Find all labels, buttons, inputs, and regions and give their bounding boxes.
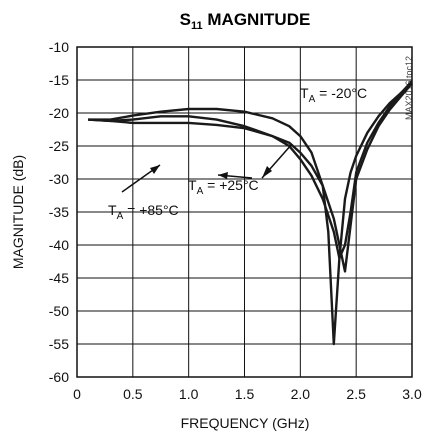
- x-tick-label: 2.5: [346, 386, 366, 402]
- grid: [77, 47, 412, 377]
- x-tick-label: 1.0: [179, 386, 199, 402]
- y-tick-label: -10: [49, 39, 69, 55]
- y-tick-label: -55: [49, 336, 69, 352]
- y-tick-label: -50: [49, 303, 69, 319]
- x-tick-label: 0: [73, 386, 81, 402]
- x-tick-label: 3.0: [402, 386, 422, 402]
- annotation-minus20: TA = -20°C: [300, 85, 367, 105]
- plot-frame: [76, 46, 413, 378]
- annotation-arrowhead-plus25: [218, 172, 228, 179]
- data-series: [88, 80, 413, 346]
- x-tick-labels: 0 0.5 1.0 1.5 2.0 2.5 3.0: [73, 386, 422, 402]
- y-tick-label: -35: [49, 204, 69, 220]
- y-tick-label: -60: [49, 369, 69, 385]
- y-tick-label: -15: [49, 72, 69, 88]
- x-tick-label: 1.5: [235, 386, 255, 402]
- annotation-arrowhead-plus85: [150, 165, 160, 174]
- y-tick-labels: -10 -15 -20 -25 -30 -35 -40 -45 -50 -55 -60: [49, 39, 69, 385]
- y-tick-label: -30: [49, 171, 69, 187]
- x-axis-label: FREQUENCY (GHz): [181, 415, 310, 431]
- series-line-2: [88, 80, 413, 260]
- annotation-arrowhead-minus20: [262, 166, 272, 178]
- annotation-plus85: TA = +85°C: [108, 202, 179, 222]
- title-main: S: [180, 10, 191, 29]
- title-subscript: 11: [191, 20, 203, 32]
- y-axis-label: MAGNITUDE (dB): [10, 155, 26, 269]
- annotation-plus25: TA = +25°C: [188, 177, 259, 197]
- y-tick-label: -20: [49, 105, 69, 121]
- x-tick-label: 0.5: [123, 386, 143, 402]
- y-tick-label: -45: [49, 270, 69, 286]
- x-tick-label: 2.0: [291, 386, 311, 402]
- y-tick-label: -25: [49, 138, 69, 154]
- y-tick-label: -40: [49, 237, 69, 253]
- title-rest: MAGNITUDE: [203, 10, 311, 29]
- chart-title: S11 MAGNITUDE: [180, 10, 311, 32]
- series-line-1: [88, 82, 413, 273]
